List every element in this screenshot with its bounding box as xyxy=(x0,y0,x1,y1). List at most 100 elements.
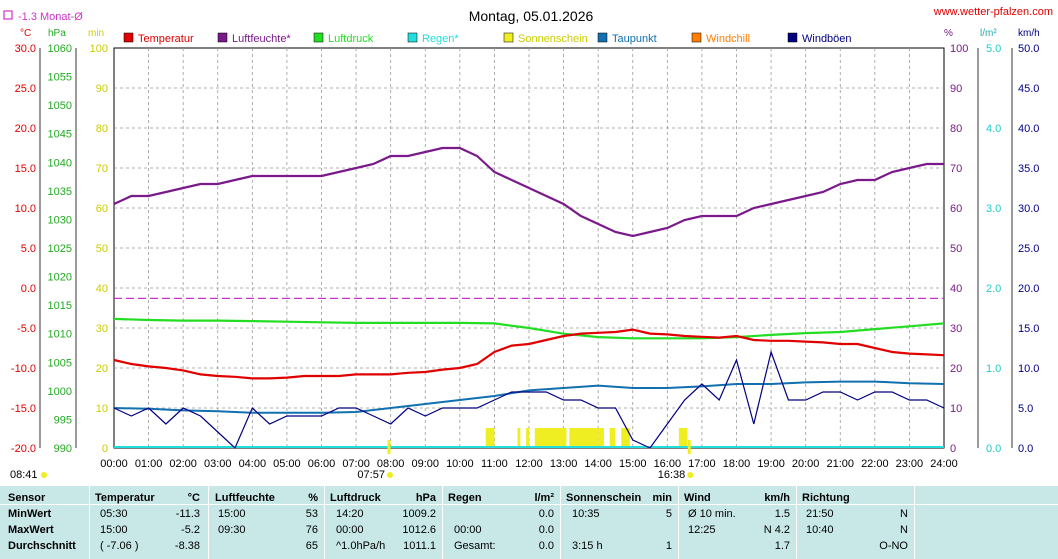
stats-cell-note: 00:00 xyxy=(454,524,482,536)
stats-cell-note: 14:20 xyxy=(336,508,364,520)
legend-swatch xyxy=(123,32,134,43)
legend-swatch xyxy=(597,32,608,43)
website-link[interactable]: www.wetter-pfalzen.com xyxy=(933,6,1053,18)
sunshine-tick: 0 xyxy=(102,443,108,455)
x-tick: 03:00 xyxy=(204,458,232,470)
stats-cell-value: 1012.6 xyxy=(402,524,436,536)
legend-label: Luftdruck xyxy=(328,33,374,45)
sunrise-dot xyxy=(386,472,393,478)
stats-column-divider xyxy=(324,486,325,559)
stats-cell-note: Ø 10 min. xyxy=(688,508,736,520)
month-avg-icon xyxy=(3,10,13,20)
sunshine-bar xyxy=(678,428,688,448)
chart-series xyxy=(113,146,945,450)
stats-col-unit: % xyxy=(308,492,318,504)
stats-cell-note: 3:15 h xyxy=(572,540,603,552)
stats-table: Sensor MinWert MaxWert Durchschnitt Temperat… xyxy=(0,486,1058,559)
daylength-time: 08:41 xyxy=(10,469,38,481)
humidity-tick: 10 xyxy=(950,403,962,415)
sunshine-bars xyxy=(485,428,688,448)
stats-cell-note: 09:30 xyxy=(218,524,246,536)
x-tick: 12:00 xyxy=(515,458,543,470)
stats-col-header: Luftdruck xyxy=(330,492,381,504)
x-tick: 13:00 xyxy=(550,458,578,470)
legend-label: Taupunkt xyxy=(612,33,657,45)
x-tick: 00:00 xyxy=(100,458,128,470)
stats-cell-value: 1009.2 xyxy=(402,508,436,520)
humidity-tick: 70 xyxy=(950,163,962,175)
humidity-tick: 60 xyxy=(950,203,962,215)
x-tick: 11:00 xyxy=(481,458,508,470)
stats-column-divider xyxy=(442,486,443,559)
unit-percent: % xyxy=(944,28,953,39)
rain-tick: 1.0 xyxy=(986,363,1001,375)
stats-cell-value: 0.0 xyxy=(538,540,554,552)
rain-tick: 4.0 xyxy=(986,123,1001,135)
x-tick: 21:00 xyxy=(826,458,854,470)
daylength-dot xyxy=(41,472,47,478)
sunshine-tick: 40 xyxy=(96,283,108,295)
stats-col-header: Regen xyxy=(448,492,482,504)
stats-cell-value: N 4.2 xyxy=(763,524,790,536)
pressure-tick: 1035 xyxy=(48,186,72,198)
x-tick: 15:00 xyxy=(619,458,647,470)
stats-cell-value: 1 xyxy=(665,540,672,552)
unit-temp: °C xyxy=(20,28,31,39)
wind-tick: 10.0 xyxy=(1018,363,1039,375)
sunshine-bar xyxy=(526,428,529,448)
temp-tick: 10.0 xyxy=(15,203,36,215)
x-tick: 04:00 xyxy=(239,458,267,470)
stats-col-header: Wind xyxy=(684,492,711,504)
rain-tick: 3.0 xyxy=(986,203,1001,215)
stats-cell-note: ^1.0hPa/h xyxy=(336,540,386,552)
stats-cell-note: 05:30 xyxy=(100,508,128,520)
series-line xyxy=(113,317,945,340)
stats-row-label: Durchschnitt xyxy=(8,540,76,552)
stats-row-label: Sensor xyxy=(8,492,46,504)
legend-label: Luftfeuchte* xyxy=(232,33,291,45)
sunshine-tick: 70 xyxy=(96,163,108,175)
pressure-tick: 995 xyxy=(54,414,72,426)
temp-tick: -10.0 xyxy=(11,363,36,375)
stats-cell-note: Gesamt: xyxy=(454,540,496,552)
stats-cell-value: -8.38 xyxy=(174,540,200,552)
humidity-tick: 80 xyxy=(950,123,962,135)
stats-cell-value: -11.3 xyxy=(175,508,200,520)
temp-tick: 5.0 xyxy=(21,243,36,255)
series-line xyxy=(113,146,944,238)
unit-wind: km/h xyxy=(1018,28,1040,39)
stats-cell-value: 1.7 xyxy=(774,540,790,552)
x-tick: 18:00 xyxy=(723,458,751,470)
sunset-dot xyxy=(687,472,694,478)
wind-tick: 5.0 xyxy=(1018,403,1033,415)
sunshine-bar xyxy=(609,428,616,448)
wind-tick: 15.0 xyxy=(1018,323,1039,335)
pressure-tick: 1010 xyxy=(48,329,72,341)
legend-swatch xyxy=(313,32,324,43)
legend-swatch xyxy=(217,32,228,43)
chart-axes: 30.0 25.0 20.0 15.0 10.0 5.0 0.0 -5.0 -10.0 -15.0… xyxy=(11,43,1040,470)
pressure-tick: 1000 xyxy=(48,386,72,398)
pressure-tick: 990 xyxy=(54,443,72,455)
pressure-tick: 1050 xyxy=(48,100,72,112)
stats-col-header: Sonnenschein xyxy=(566,492,642,504)
stats-cell-value: -5.2 xyxy=(181,524,200,536)
series-line xyxy=(113,380,945,414)
x-tick: 09:00 xyxy=(411,458,439,470)
sun-markers: 07:57 16:38 08:41 xyxy=(10,440,694,481)
stats-column-divider xyxy=(89,486,90,559)
wind-tick: 35.0 xyxy=(1018,163,1039,175)
x-tick: 23:00 xyxy=(896,458,924,470)
stats-cell-note: 15:00 xyxy=(100,524,128,536)
stats-header-divider xyxy=(0,504,1058,505)
stats-cell-note: 10:40 xyxy=(806,524,834,536)
x-tick: 08:00 xyxy=(377,458,405,470)
x-tick: 24:00 xyxy=(930,458,958,470)
legend-label: Regen* xyxy=(422,33,459,45)
x-tick: 22:00 xyxy=(861,458,889,470)
sunshine-tick: 10 xyxy=(96,403,108,415)
stats-cell-value: 1011.1 xyxy=(403,540,436,552)
wind-tick: 45.0 xyxy=(1018,83,1039,95)
stats-column-divider xyxy=(678,486,679,559)
legend-swatch xyxy=(503,32,514,43)
